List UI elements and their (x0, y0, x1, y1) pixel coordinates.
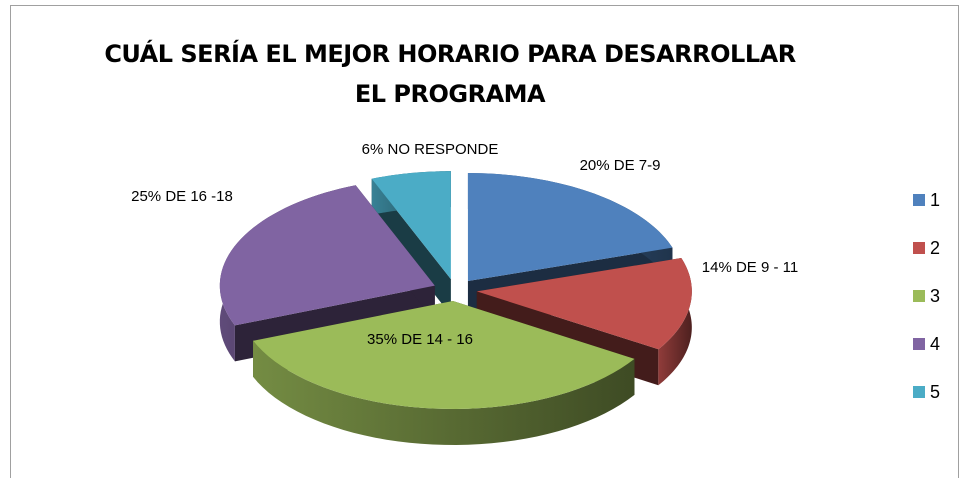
pie-slice (219, 185, 435, 362)
legend-swatch (913, 386, 925, 398)
legend-label: 2 (930, 238, 940, 258)
data-label: 20% DE 7-9 (580, 157, 661, 174)
data-label: 25% DE 16 -18 (131, 188, 233, 205)
legend-swatch (913, 242, 925, 254)
slice-top (371, 171, 451, 280)
data-label: 14% DE 9 - 11 (702, 259, 798, 276)
slice-top (253, 301, 635, 409)
legend-swatch (913, 194, 925, 206)
slice-top (219, 185, 435, 326)
slice-top (467, 173, 673, 282)
legend-swatch (913, 290, 925, 302)
legend-label: 1 (930, 190, 940, 210)
legend-swatch (913, 338, 925, 350)
legend-label: 5 (930, 382, 940, 402)
data-label: 35% DE 14 - 16 (367, 331, 473, 348)
pie-slice (253, 301, 635, 445)
legend-label: 4 (930, 334, 940, 354)
slice-top (476, 258, 692, 350)
data-label: 6% NO RESPONDE (362, 141, 499, 158)
legend-label: 3 (930, 286, 940, 306)
chart-title: CUÁL SERÍA EL MEJOR HORARIO PARA DESARRO… (104, 40, 796, 108)
slice-wall (253, 340, 635, 445)
